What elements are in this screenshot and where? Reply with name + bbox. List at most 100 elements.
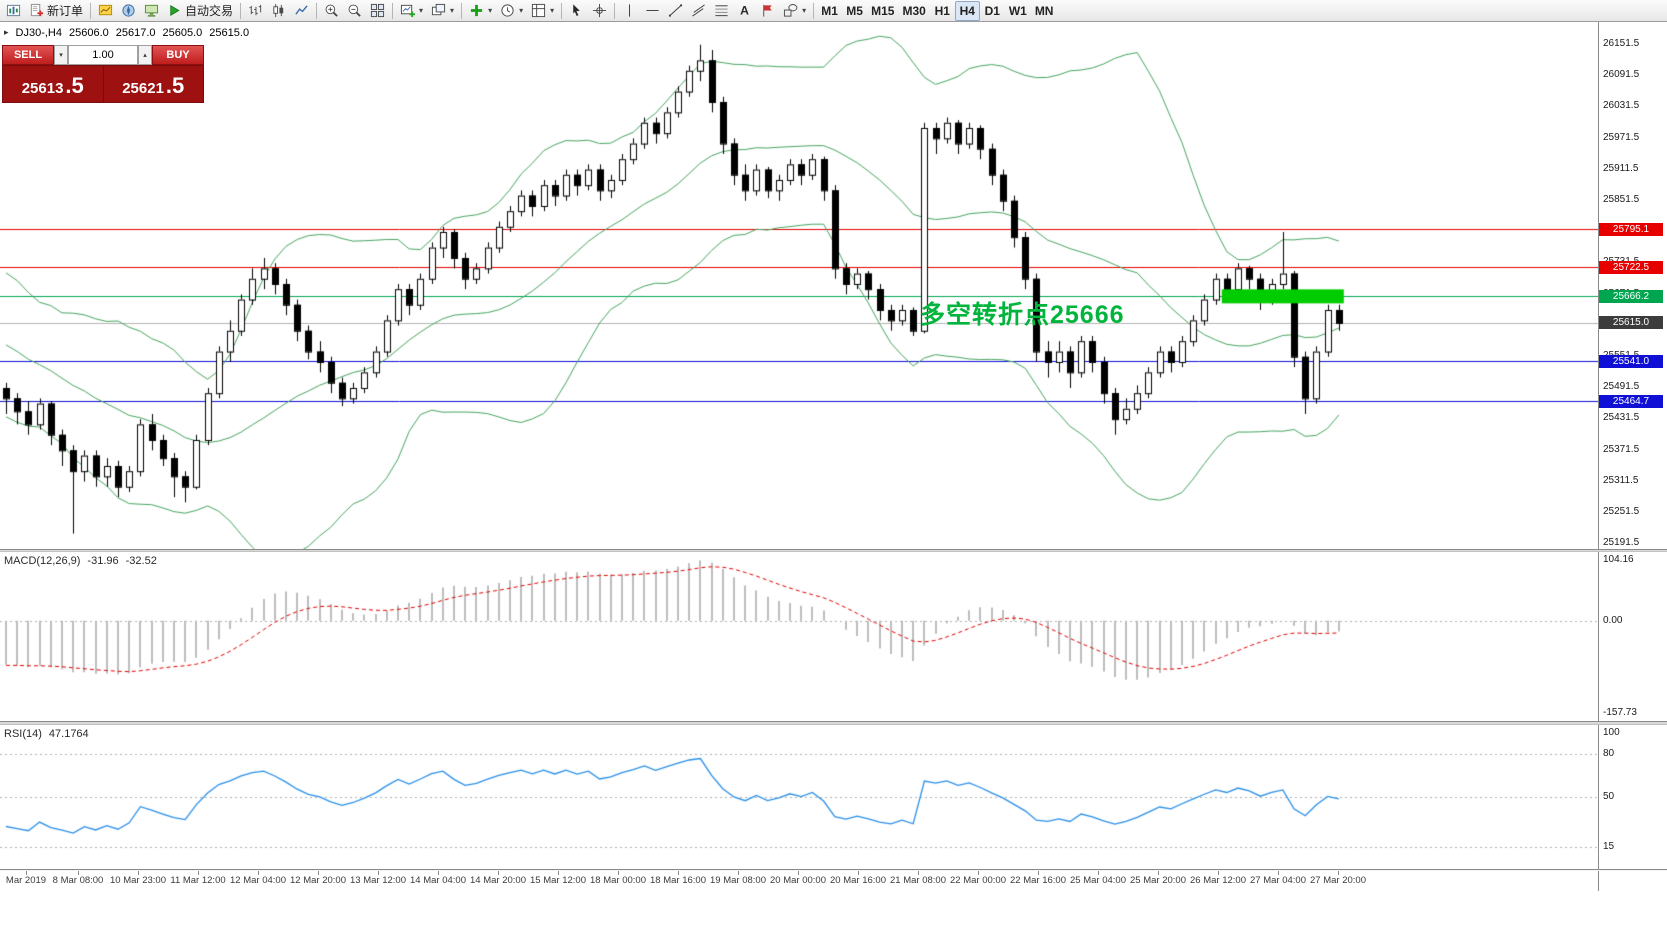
macd-indicator-canvas[interactable]	[0, 552, 1598, 721]
time-axis-tick	[798, 871, 799, 875]
shapes-icon	[783, 3, 798, 18]
time-axis-label: 20 Mar 16:00	[830, 875, 886, 886]
timeframe-m5[interactable]: M5	[842, 1, 867, 21]
templates-icon[interactable]: ▾	[527, 1, 558, 21]
dropdown-caret-icon: ▾	[802, 6, 807, 15]
shapes-icon[interactable]: ▾	[779, 1, 810, 21]
macd-value-main: -31.96	[87, 555, 119, 567]
new-order-icon	[29, 3, 44, 18]
dropdown-caret-icon: ▾	[419, 6, 424, 15]
fibonacci-icon[interactable]	[710, 1, 733, 21]
equidistant-channel-icon	[691, 3, 706, 18]
tile-windows-icon[interactable]	[366, 1, 389, 21]
rsi-axis-label: 80	[1603, 747, 1615, 759]
sell-button[interactable]: SELL	[2, 45, 54, 65]
indicators-icon[interactable]: ▾	[465, 1, 496, 21]
dropdown-caret-icon: ▾	[519, 6, 524, 15]
equidistant-channel-icon[interactable]	[687, 1, 710, 21]
timeframe-m1[interactable]: M1	[817, 1, 842, 21]
buy-price-display[interactable]: 25621 .5	[104, 66, 204, 102]
time-axis-tick	[978, 871, 979, 875]
timeframe-h4[interactable]: H4	[954, 0, 980, 21]
price-tag: 25541.0	[1599, 354, 1663, 368]
autotrading-play-icon	[167, 3, 182, 18]
buy-price-main: 25621	[122, 80, 164, 97]
time-axis-label: 12 Mar 04:00	[230, 875, 286, 886]
zoom-in-icon	[324, 3, 339, 18]
volume-decrease-button[interactable]: ▾	[54, 45, 68, 65]
crosshair-icon	[592, 3, 607, 18]
navigator-icon	[121, 3, 136, 18]
volume-increase-button[interactable]: ▴	[138, 45, 152, 65]
one-click-panel-toggle-icon[interactable]: ▸	[4, 27, 9, 37]
time-axis-tick	[78, 871, 79, 875]
zoom-in-icon[interactable]	[320, 1, 343, 21]
chart-app-icon[interactable]	[2, 1, 25, 21]
price-axis-label: 26091.5	[1603, 69, 1640, 81]
time-axis-tick	[1338, 871, 1339, 875]
toolbar-separator	[392, 2, 394, 19]
time-axis[interactable]	[0, 871, 1667, 893]
time-axis-label: 14 Mar 04:00	[410, 875, 466, 886]
time-axis-label: 20 Mar 00:00	[770, 875, 826, 886]
price-axis[interactable]	[1599, 22, 1667, 869]
autotrading-button[interactable]: 自动交易	[163, 1, 237, 21]
bar-chart-icon	[248, 3, 263, 18]
timeframe-h1[interactable]: H1	[930, 1, 955, 21]
time-axis-tick	[438, 871, 439, 875]
rsi-indicator-canvas[interactable]	[0, 725, 1598, 869]
zoom-out-icon[interactable]	[343, 1, 366, 21]
timeframe-m30[interactable]: M30	[898, 1, 929, 21]
open-value: 25606.0	[69, 27, 109, 39]
time-axis-label: 8 Mar 08:00	[52, 875, 104, 886]
toolbar-separator	[316, 2, 318, 19]
time-axis-label: 13 Mar 12:00	[350, 875, 406, 886]
main-chart-canvas[interactable]	[0, 22, 1598, 549]
horizontal-line-icon[interactable]	[641, 1, 664, 21]
navigator-icon[interactable]	[117, 1, 140, 21]
new-order-button[interactable]: 新订单	[25, 1, 87, 21]
horizontal-line-icon	[645, 3, 660, 18]
new-chart-icon[interactable]: ▾	[396, 1, 427, 21]
macd-axis-label: -157.73	[1603, 707, 1637, 718]
text-tool-icon[interactable]: A	[733, 1, 756, 21]
vertical-line-icon[interactable]	[618, 1, 641, 21]
periods-icon[interactable]: ▾	[496, 1, 527, 21]
close-value: 25615.0	[209, 27, 250, 39]
pane-splitter-macd[interactable]	[0, 549, 1667, 552]
terminal-icon[interactable]	[140, 1, 163, 21]
time-axis-label: 12 Mar 20:00	[290, 875, 346, 886]
profiles-icon[interactable]: ▾	[427, 1, 458, 21]
timeframe-d1[interactable]: D1	[980, 1, 1005, 21]
text-label-icon[interactable]	[756, 1, 779, 21]
candlestick-chart-icon	[271, 3, 286, 18]
time-axis-tick	[26, 871, 27, 875]
cursor-icon[interactable]	[565, 1, 588, 21]
pane-splitter-rsi[interactable]	[0, 721, 1667, 725]
time-axis-tick	[138, 871, 139, 875]
crosshair-icon[interactable]	[588, 1, 611, 21]
rsi-axis-label: 15	[1603, 841, 1615, 853]
market-watch-icon[interactable]	[94, 1, 117, 21]
candlestick-chart-icon[interactable]	[267, 1, 290, 21]
time-axis-label: Mar 2019	[5, 875, 47, 886]
timeframe-mn[interactable]: MN	[1031, 1, 1058, 21]
buy-button[interactable]: BUY	[152, 45, 204, 65]
trendline-icon	[668, 3, 683, 18]
bar-chart-icon[interactable]	[244, 1, 267, 21]
timeframe-m15[interactable]: M15	[867, 1, 898, 21]
sell-price-display[interactable]: 25613 .5	[3, 66, 103, 102]
sell-price-frac: .5	[65, 73, 84, 99]
toolbar-separator	[614, 2, 616, 19]
trendline-icon[interactable]	[664, 1, 687, 21]
periods-icon	[500, 3, 515, 18]
vertical-line-icon	[622, 3, 637, 18]
volume-input[interactable]	[68, 45, 138, 65]
toolbar-separator	[90, 2, 92, 19]
time-axis-label: 18 Mar 16:00	[650, 875, 706, 886]
line-chart-icon[interactable]	[290, 1, 313, 21]
pivot-annotation-text[interactable]: 多空转折点25666	[920, 301, 1125, 329]
price-axis-label: 26031.5	[1603, 100, 1640, 112]
timeframe-w1[interactable]: W1	[1005, 1, 1031, 21]
